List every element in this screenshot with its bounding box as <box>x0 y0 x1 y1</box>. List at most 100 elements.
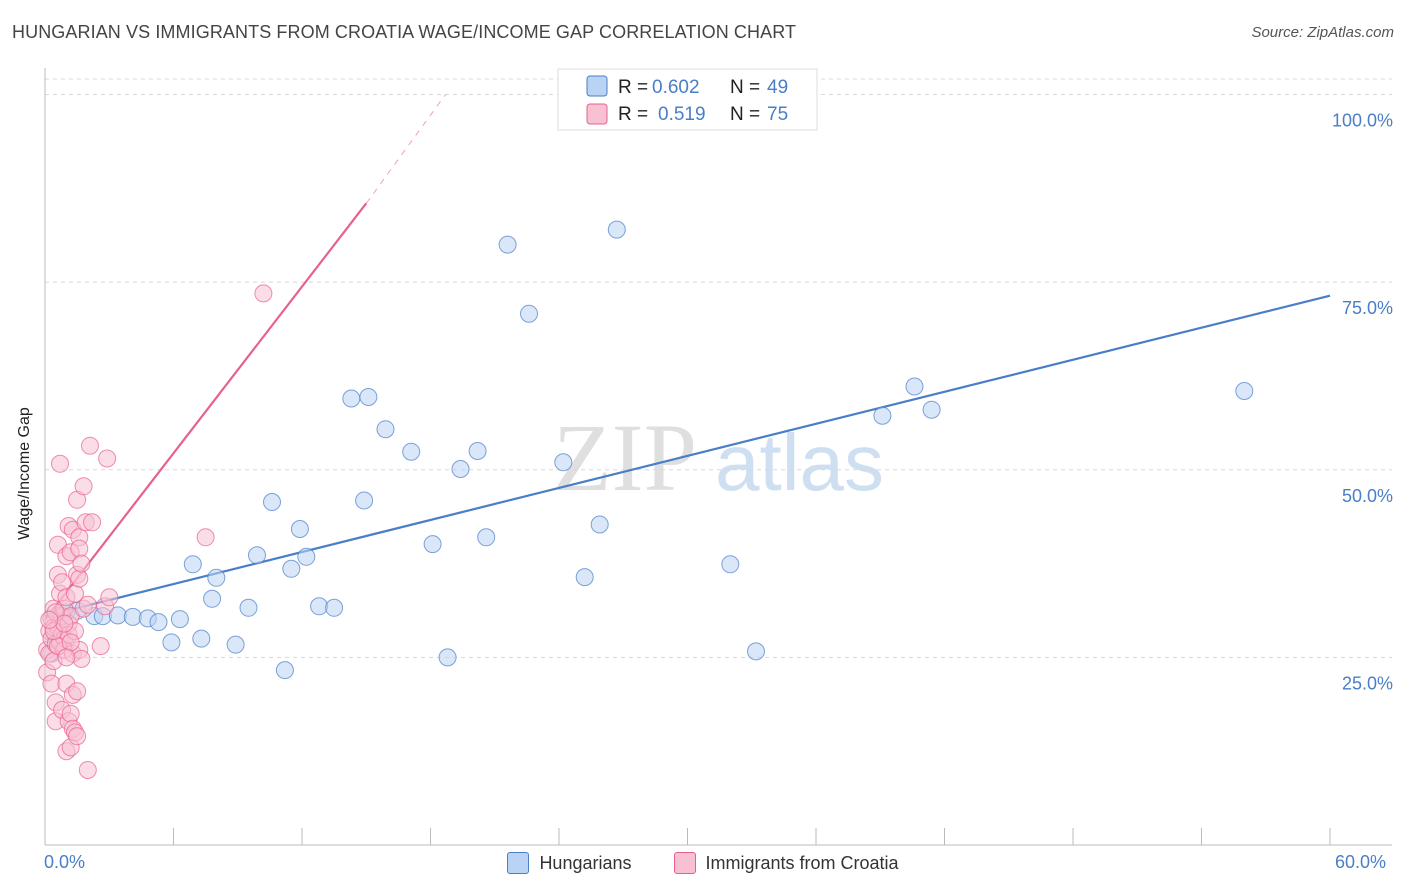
hungarian-point-29 <box>359 388 378 406</box>
chart-title: HUNGARIAN VS IMMIGRANTS FROM CROATIA WAG… <box>12 22 797 42</box>
x-tick-label-max: 60.0% <box>1335 852 1387 872</box>
croatia-point-74 <box>254 284 273 303</box>
hungarian-point-46 <box>905 377 924 396</box>
croatia-trend-line <box>44 202 368 621</box>
hungarian-point-34 <box>451 460 470 478</box>
y-tick-label-100: 100.0% <box>1332 111 1393 131</box>
legend-n-value-2: 75 <box>767 104 788 125</box>
hungarian-point-15 <box>207 568 226 587</box>
croatia-point-35 <box>61 704 80 723</box>
legend-label-hungarians: Hungarians <box>539 852 632 873</box>
croatia-point-68 <box>61 633 80 652</box>
croatia-point-54 <box>72 554 91 573</box>
hungarian-point-14 <box>192 629 211 648</box>
hungarian-point-41 <box>590 515 609 534</box>
hungarian-point-11 <box>162 633 181 652</box>
hungarian-point-38 <box>520 304 538 323</box>
croatia-point-70 <box>55 614 74 633</box>
croatia-point-60 <box>83 513 102 532</box>
hungarian-point-40 <box>575 568 594 587</box>
croatia-point-61 <box>91 637 110 656</box>
hungarian-point-37 <box>498 235 517 254</box>
watermark-zip: ZIP <box>553 404 697 511</box>
hungarian-point-18 <box>239 598 258 617</box>
hungarian-point-45 <box>873 406 892 425</box>
hungarian-point-28 <box>355 491 374 510</box>
hungarian-point-21 <box>275 661 294 680</box>
croatia-point-73 <box>196 528 215 547</box>
legend-r-label-1: R = <box>618 77 648 98</box>
croatia-trend-extension <box>365 94 446 204</box>
hungarian-point-35 <box>468 442 487 460</box>
hungarian-point-31 <box>402 442 421 461</box>
hungarian-point-36 <box>477 528 496 547</box>
trend-lines <box>44 94 1331 621</box>
legend-item-croatia: Immigrants from Croatia <box>673 852 899 874</box>
legend-swatch-hungarians <box>586 75 608 97</box>
legend-swatch-pink <box>673 852 696 874</box>
croatia-point-63 <box>98 449 117 468</box>
legend-r-label-2: R = <box>618 104 648 125</box>
legend-bottom: Hungarians Immigrants from Croatia <box>0 852 1406 874</box>
legend-item-hungarians: Hungarians <box>507 852 632 874</box>
croatia-point-58 <box>78 761 97 779</box>
hungarian-point-27 <box>342 389 361 408</box>
y-tick-labels: 25.0% 50.0% 75.0% 100.0% <box>1332 111 1393 694</box>
hungarian-point-23 <box>290 520 309 538</box>
hungarian-point-24 <box>297 547 316 566</box>
hungarian-trend-line <box>44 294 1331 618</box>
legend-n-label-1: N = <box>730 77 760 98</box>
legend-label-croatia: Immigrants from Croatia <box>705 852 899 873</box>
croatia-point-59 <box>81 436 99 455</box>
hungarian-point-20 <box>263 493 281 511</box>
croatia-point-71 <box>40 610 59 629</box>
legend-swatch-blue <box>507 852 530 874</box>
legend-n-label-2: N = <box>730 104 760 125</box>
croatia-point-55 <box>74 477 93 496</box>
croatia-point-18 <box>51 454 69 473</box>
y-tick-label-25: 25.0% <box>1342 673 1393 693</box>
croatia-point-64 <box>100 588 119 607</box>
hungarian-point-16 <box>203 589 222 608</box>
croatia-point-53 <box>72 649 91 668</box>
hungarian-point-48 <box>1235 382 1254 400</box>
legend-r-value-2: 0.519 <box>658 104 706 125</box>
data-points <box>38 220 1254 779</box>
x-tick-label-min: 0.0% <box>44 852 86 872</box>
hungarian-point-8 <box>123 607 142 626</box>
croatia-point-49 <box>70 569 89 588</box>
hungarian-point-43 <box>721 555 740 574</box>
hungarian-point-19 <box>248 546 266 565</box>
croatia-point-72 <box>57 648 76 667</box>
hungarian-point-30 <box>376 420 395 439</box>
legend-top: R = 0.602 N = 49 R = 0.519 N = 75 <box>557 68 818 131</box>
hungarian-point-39 <box>554 453 573 472</box>
hungarian-point-32 <box>423 535 442 554</box>
legend-swatch-croatia <box>586 103 608 125</box>
hungarian-point-44 <box>747 642 765 661</box>
source-label: Source: ZipAtlas.com <box>1251 24 1394 41</box>
hungarian-point-42 <box>607 220 626 239</box>
croatia-point-52 <box>70 539 89 558</box>
croatia-point-48 <box>68 682 87 701</box>
grid <box>45 78 1392 658</box>
hungarian-point-26 <box>325 598 344 617</box>
hungarian-point-47 <box>922 400 941 419</box>
hungarian-point-13 <box>183 555 202 574</box>
hungarian-point-25 <box>310 597 329 616</box>
y-tick-label-75: 75.0% <box>1342 298 1393 318</box>
hungarian-point-12 <box>170 610 189 629</box>
y-tick-label-50: 50.0% <box>1342 486 1393 506</box>
legend-r-value-1: 0.602 <box>652 77 700 98</box>
croatia-point-4 <box>42 674 61 693</box>
hungarian-point-33 <box>438 648 457 667</box>
croatia-point-47 <box>68 727 87 746</box>
croatia-point-65 <box>78 595 97 614</box>
axes <box>44 68 1392 846</box>
legend-n-value-1: 49 <box>767 77 788 98</box>
hungarian-point-17 <box>226 635 245 654</box>
hungarian-point-10 <box>149 613 168 632</box>
watermark-atlas: atlas <box>715 418 884 507</box>
hungarian-point-22 <box>282 559 301 578</box>
